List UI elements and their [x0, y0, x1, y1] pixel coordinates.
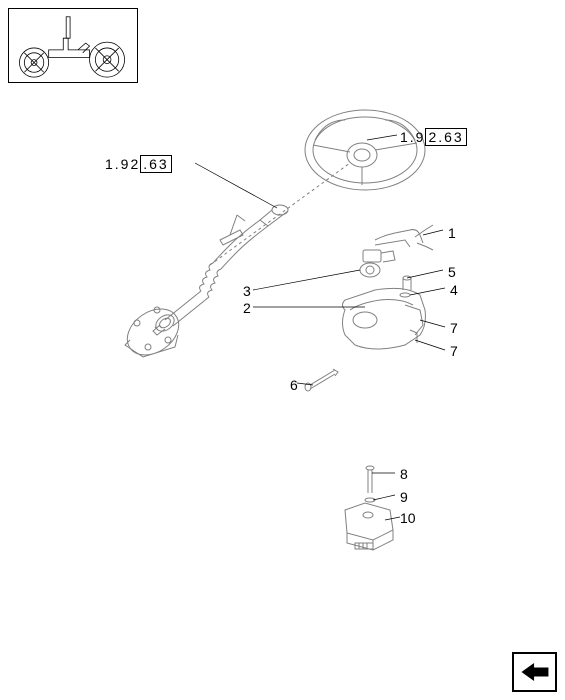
- callout-8: 8: [400, 466, 408, 482]
- ref-right-box: 2.63: [425, 128, 466, 146]
- ref-label-left: 1.92.63: [105, 155, 172, 173]
- ref-left-box: .63: [140, 155, 171, 173]
- callout-7a: 7: [450, 320, 458, 336]
- callout-9: 9: [400, 489, 408, 505]
- ref-right-text: 1.9: [400, 129, 425, 145]
- ref-left-text: 1.92: [105, 156, 140, 172]
- callout-2: 2: [243, 300, 251, 316]
- callout-6: 6: [290, 377, 298, 393]
- thumbnail-tractor: [8, 8, 138, 83]
- callout-1: 1: [448, 225, 456, 241]
- callout-7b: 7: [450, 343, 458, 359]
- nav-back-icon[interactable]: [512, 652, 557, 692]
- callout-5: 5: [448, 264, 456, 280]
- callout-4: 4: [450, 282, 458, 298]
- ref-label-right: 1.92.63: [400, 128, 467, 146]
- callout-10: 10: [400, 510, 416, 526]
- callout-3: 3: [243, 283, 251, 299]
